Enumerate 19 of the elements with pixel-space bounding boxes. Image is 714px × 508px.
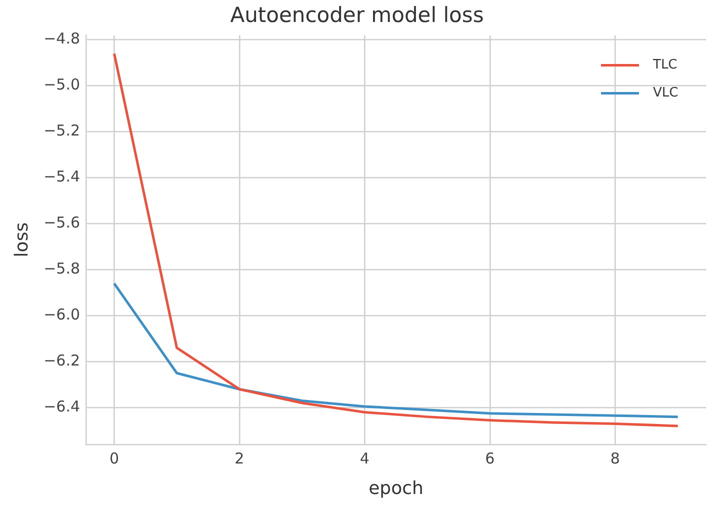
x-tick-label: 0 [109,449,119,468]
y-tick-label: −5.2 [44,122,80,140]
x-tick-label: 2 [234,449,244,468]
chart-title: Autoencoder model loss [230,3,484,28]
legend-label: VLC [653,86,678,101]
y-tick-label: −6.0 [44,306,80,324]
x-tick-label: 6 [485,449,495,468]
x-axis-title: epoch [368,478,424,499]
y-tick-label: −6.2 [44,352,80,370]
y-tick-label: −5.0 [44,76,80,94]
y-tick-label: −6.4 [44,398,80,416]
y-axis-title: loss [11,222,32,258]
legend-label: TLC [652,58,678,73]
y-tick-label: −5.4 [44,168,80,186]
y-tick-label: −4.8 [44,30,80,48]
x-tick-label: 8 [610,449,620,468]
x-tick-label: 4 [360,449,370,468]
y-tick-label: −5.6 [44,214,80,232]
y-tick-label: −5.8 [44,260,80,278]
